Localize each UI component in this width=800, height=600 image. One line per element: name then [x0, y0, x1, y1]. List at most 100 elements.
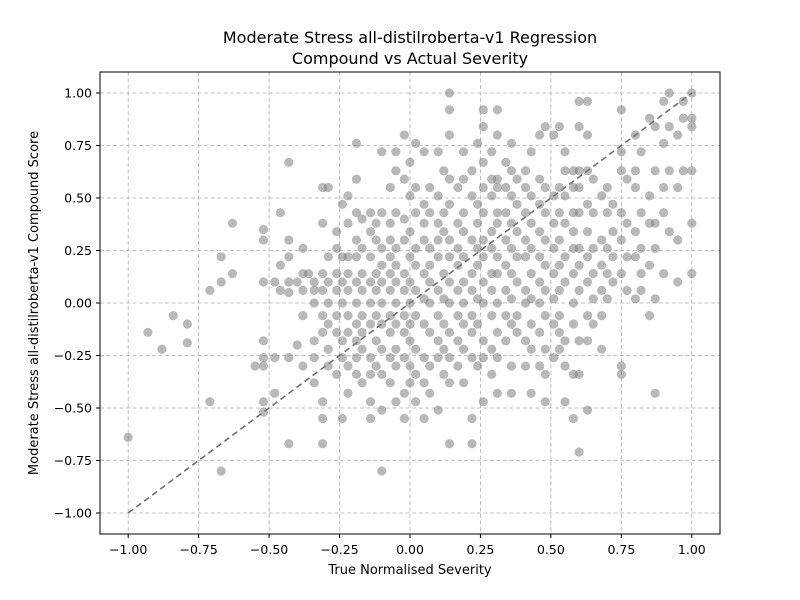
- data-point: [473, 199, 483, 209]
- data-point: [512, 327, 522, 337]
- data-point: [560, 252, 570, 262]
- data-point: [526, 319, 536, 329]
- data-point: [444, 130, 455, 140]
- data-point: [506, 138, 517, 148]
- data-point: [492, 218, 502, 228]
- data-point: [385, 327, 395, 337]
- data-point: [492, 269, 502, 279]
- data-point: [664, 88, 674, 98]
- data-point: [636, 243, 646, 253]
- data-point: [574, 166, 584, 176]
- data-point: [458, 378, 469, 388]
- data-point: [439, 166, 449, 176]
- data-point: [318, 439, 328, 449]
- data-point: [227, 218, 238, 228]
- data-point: [487, 243, 497, 253]
- data-point: [439, 227, 449, 237]
- data-point: [332, 243, 342, 253]
- data-point: [487, 227, 497, 237]
- data-point: [588, 269, 598, 279]
- data-point: [554, 327, 564, 337]
- data-point: [433, 285, 443, 295]
- data-point: [582, 252, 593, 262]
- data-point: [411, 182, 421, 193]
- data-point: [258, 397, 269, 407]
- data-point: [284, 157, 294, 167]
- data-point: [391, 260, 401, 270]
- data-point: [526, 269, 536, 279]
- data-point: [399, 388, 409, 398]
- data-point: [467, 285, 477, 295]
- data-point: [439, 319, 449, 329]
- data-point: [337, 353, 347, 363]
- data-point: [549, 130, 559, 140]
- data-point: [433, 252, 443, 262]
- x-tick-label: 0.25: [467, 542, 495, 557]
- data-point: [535, 227, 545, 237]
- data-point: [365, 208, 376, 218]
- data-point: [506, 218, 517, 228]
- data-point: [554, 182, 564, 193]
- x-axis-label: True Normalised Severity: [327, 563, 492, 578]
- data-point: [608, 227, 618, 237]
- data-point: [506, 269, 517, 279]
- data-point: [588, 208, 598, 218]
- data-point: [478, 277, 488, 287]
- data-point: [182, 338, 192, 348]
- data-point: [309, 277, 319, 287]
- data-point: [444, 439, 455, 449]
- data-point: [332, 369, 342, 379]
- x-tick-label: −0.25: [320, 542, 358, 557]
- data-point: [458, 147, 469, 157]
- data-point: [405, 227, 415, 237]
- data-point: [365, 319, 376, 329]
- data-point: [365, 353, 376, 363]
- data-point: [318, 269, 328, 279]
- data-point: [323, 298, 333, 308]
- data-point: [664, 227, 674, 237]
- data-point: [458, 227, 469, 237]
- data-point: [574, 243, 584, 253]
- data-point: [205, 285, 215, 295]
- data-point: [664, 122, 674, 132]
- data-point: [205, 397, 215, 407]
- data-point: [284, 235, 294, 245]
- data-point: [444, 353, 455, 363]
- data-point: [419, 199, 429, 209]
- data-point: [439, 344, 449, 354]
- data-point: [216, 466, 226, 476]
- data-point: [444, 105, 455, 115]
- data-point: [391, 166, 401, 176]
- data-point: [453, 311, 463, 321]
- data-point: [554, 260, 564, 270]
- data-point: [168, 311, 178, 321]
- data-point: [650, 243, 660, 253]
- data-point: [492, 174, 502, 184]
- data-point: [453, 218, 463, 228]
- data-point: [405, 277, 415, 287]
- data-point: [520, 182, 531, 193]
- data-point: [588, 174, 598, 184]
- data-point: [659, 269, 669, 279]
- data-point: [433, 218, 443, 228]
- data-point: [357, 327, 367, 337]
- data-point: [650, 388, 660, 398]
- data-point: [554, 344, 564, 354]
- data-point: [391, 277, 401, 287]
- data-point: [687, 122, 697, 132]
- data-point: [608, 252, 618, 262]
- data-point: [411, 369, 421, 379]
- data-point: [520, 336, 531, 346]
- data-point: [458, 344, 469, 354]
- data-point: [444, 252, 455, 262]
- data-point: [608, 277, 618, 287]
- data-point: [478, 298, 488, 308]
- data-point: [365, 369, 376, 379]
- data-point: [520, 285, 531, 295]
- data-point: [343, 327, 353, 337]
- data-point: [549, 243, 559, 253]
- data-point: [512, 311, 522, 321]
- data-point: [399, 285, 409, 295]
- data-point: [405, 191, 415, 201]
- data-point: [405, 252, 415, 262]
